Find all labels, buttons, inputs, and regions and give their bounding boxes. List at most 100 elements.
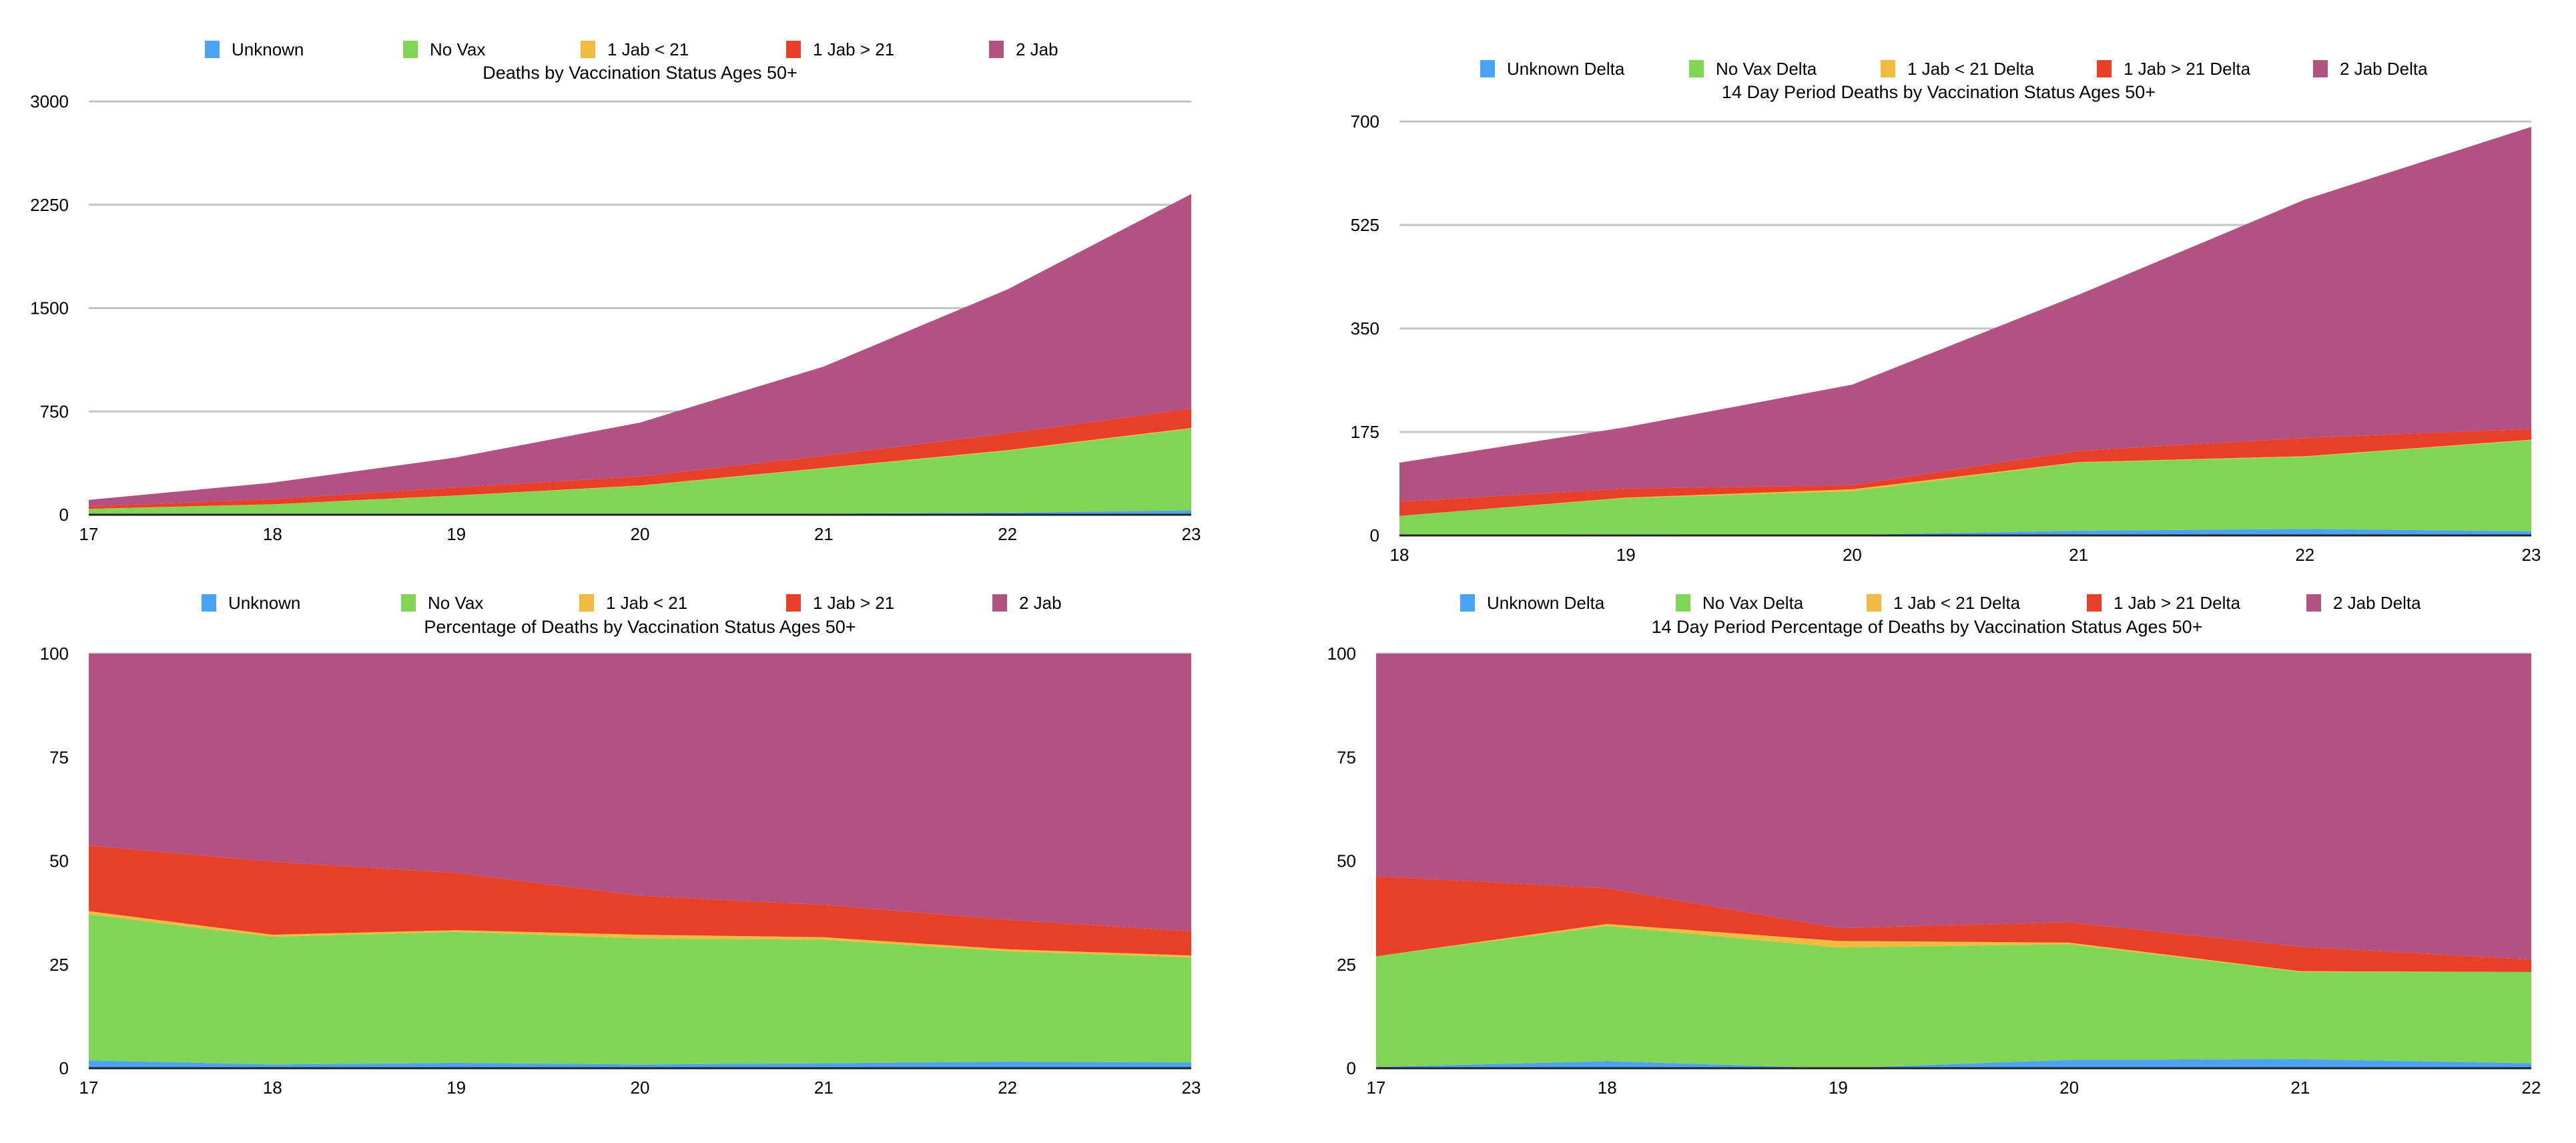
legend-label: No Vax xyxy=(428,593,483,613)
x-tick-label: 21 xyxy=(814,1078,834,1098)
legend-swatch xyxy=(581,41,595,58)
area-1-jab-21-delta[interactable] xyxy=(1376,876,2531,972)
legend-label: 1 Jab > 21 xyxy=(813,593,894,613)
y-tick-label: 25 xyxy=(49,955,69,975)
x-tick-label: 22 xyxy=(998,1078,1017,1098)
area-2-jab[interactable] xyxy=(89,194,1191,507)
legend-item[interactable]: Unknown xyxy=(205,39,304,59)
legend-item[interactable]: No Vax Delta xyxy=(1676,593,1804,613)
legend-item[interactable]: Unknown xyxy=(202,593,300,613)
legend-item[interactable]: Unknown Delta xyxy=(1480,59,1625,79)
area-2-jab-delta[interactable] xyxy=(1376,654,2531,960)
legend-item[interactable]: No Vax xyxy=(403,39,485,59)
area-no-vax-delta[interactable] xyxy=(1399,440,2531,535)
chart-title: 14 Day Period Percentage of Deaths by Va… xyxy=(1652,617,2203,637)
x-tick-label: 20 xyxy=(631,524,650,544)
legend-swatch xyxy=(989,41,1004,58)
legend-item[interactable]: No Vax xyxy=(401,593,483,613)
legend-item[interactable]: 2 Jab xyxy=(992,593,1062,613)
chart-deaths14: Unknown Delta No Vax Delta 1 Jab < 21 Delt… xyxy=(1351,59,2541,565)
area-no-vax[interactable] xyxy=(89,914,1191,1065)
area-unknown-delta[interactable] xyxy=(1399,529,2531,535)
y-tick-label: 50 xyxy=(49,851,69,871)
legend-label: 1 Jab < 21 Delta xyxy=(1907,59,2035,79)
x-tick-label: 20 xyxy=(631,1078,650,1098)
legend-swatch xyxy=(2313,60,2328,77)
chart-pct14: Unknown Delta No Vax Delta 1 Jab < 21 Delt… xyxy=(1327,593,2541,1098)
legend-item[interactable]: 2 Jab xyxy=(989,39,1058,59)
legend-item[interactable]: 1 Jab < 21 xyxy=(581,39,689,59)
legend-item[interactable]: 1 Jab < 21 Delta xyxy=(1881,59,2035,79)
x-tick-label: 19 xyxy=(1829,1078,1848,1098)
chart-title: Percentage of Deaths by Vaccination Stat… xyxy=(424,617,856,637)
area-unknown[interactable] xyxy=(89,510,1191,515)
legend: Unknown No Vax 1 Jab < 21 1 Jab > 21 2 Jab xyxy=(205,39,1058,59)
legend-swatch xyxy=(1867,594,1881,612)
legend-item[interactable]: 1 Jab < 21 xyxy=(579,593,687,613)
legend-item[interactable]: 1 Jab > 21 Delta xyxy=(2087,593,2241,613)
x-tick-label: 19 xyxy=(446,524,466,544)
legend-item[interactable]: Unknown Delta xyxy=(1460,593,1605,613)
y-tick-label: 0 xyxy=(1347,1058,1356,1078)
legend-item[interactable]: 1 Jab > 21 Delta xyxy=(2097,59,2251,79)
legend-swatch xyxy=(2306,594,2321,612)
y-tick-label: 25 xyxy=(1337,955,1356,975)
x-tick-label: 22 xyxy=(2522,1078,2541,1098)
area-1-jab-21[interactable] xyxy=(89,845,1191,956)
legend-label: No Vax xyxy=(430,39,485,59)
x-tick-label: 22 xyxy=(2295,545,2314,565)
legend: Unknown No Vax 1 Jab < 21 1 Jab > 21 2 Jab xyxy=(202,593,1062,613)
legend-label: 2 Jab xyxy=(1016,39,1058,59)
y-tick-label: 0 xyxy=(59,1058,69,1078)
y-tick-label: 700 xyxy=(1351,111,1379,132)
y-tick-label: 3000 xyxy=(30,91,69,111)
legend-item[interactable]: 2 Jab Delta xyxy=(2313,59,2428,79)
x-tick-label: 22 xyxy=(998,524,1017,544)
legend-swatch xyxy=(992,594,1007,612)
x-tick-label: 20 xyxy=(1843,545,1862,565)
y-tick-label: 100 xyxy=(1327,644,1356,664)
legend-label: No Vax Delta xyxy=(1716,59,1817,79)
area-unknown[interactable] xyxy=(89,1060,1191,1068)
legend-item[interactable]: 2 Jab Delta xyxy=(2306,593,2421,613)
y-tick-label: 350 xyxy=(1351,318,1379,338)
legend-swatch xyxy=(403,41,418,58)
legend-label: Unknown Delta xyxy=(1487,593,1605,613)
y-tick-label: 75 xyxy=(1337,747,1356,767)
y-tick-label: 525 xyxy=(1351,215,1379,235)
legend-item[interactable]: 1 Jab > 21 xyxy=(786,593,894,613)
area-1-jab-21-delta[interactable] xyxy=(1399,429,2531,516)
legend-swatch xyxy=(202,594,216,612)
x-tick-label: 21 xyxy=(2069,545,2088,565)
x-tick-label: 23 xyxy=(1182,1078,1201,1098)
legend-label: Unknown xyxy=(232,39,304,59)
y-tick-label: 0 xyxy=(1370,525,1379,545)
area-2-jab-delta[interactable] xyxy=(1399,126,2531,502)
legend-swatch xyxy=(1689,60,1704,77)
legend-swatch xyxy=(786,594,801,612)
legend-swatch xyxy=(1676,594,1690,612)
legend-item[interactable]: No Vax Delta xyxy=(1689,59,1817,79)
x-tick-label: 21 xyxy=(814,524,834,544)
legend-item[interactable]: 1 Jab > 21 xyxy=(786,39,894,59)
x-tick-label: 20 xyxy=(2059,1078,2079,1098)
x-tick-label: 21 xyxy=(2290,1078,2310,1098)
area-1-jab-21[interactable] xyxy=(89,911,1191,958)
legend-label: Unknown Delta xyxy=(1507,59,1625,79)
area-2-jab[interactable] xyxy=(89,654,1191,932)
legend-label: No Vax Delta xyxy=(1702,593,1804,613)
area-no-vax-delta[interactable] xyxy=(1376,925,2531,1068)
y-tick-label: 175 xyxy=(1351,422,1379,442)
legend-label: 1 Jab > 21 Delta xyxy=(2124,59,2251,79)
legend-swatch xyxy=(579,594,594,612)
x-tick-label: 19 xyxy=(1616,545,1636,565)
legend-item[interactable]: 1 Jab < 21 Delta xyxy=(1867,593,2021,613)
area-unknown-delta[interactable] xyxy=(1376,1059,2531,1068)
y-tick-label: 1500 xyxy=(30,298,69,318)
x-tick-label: 18 xyxy=(1390,545,1409,565)
y-tick-label: 2250 xyxy=(30,195,69,215)
legend-swatch xyxy=(2087,594,2102,612)
legend-swatch xyxy=(1460,594,1475,612)
x-tick-label: 23 xyxy=(1182,524,1201,544)
area-no-vax[interactable] xyxy=(89,429,1191,515)
